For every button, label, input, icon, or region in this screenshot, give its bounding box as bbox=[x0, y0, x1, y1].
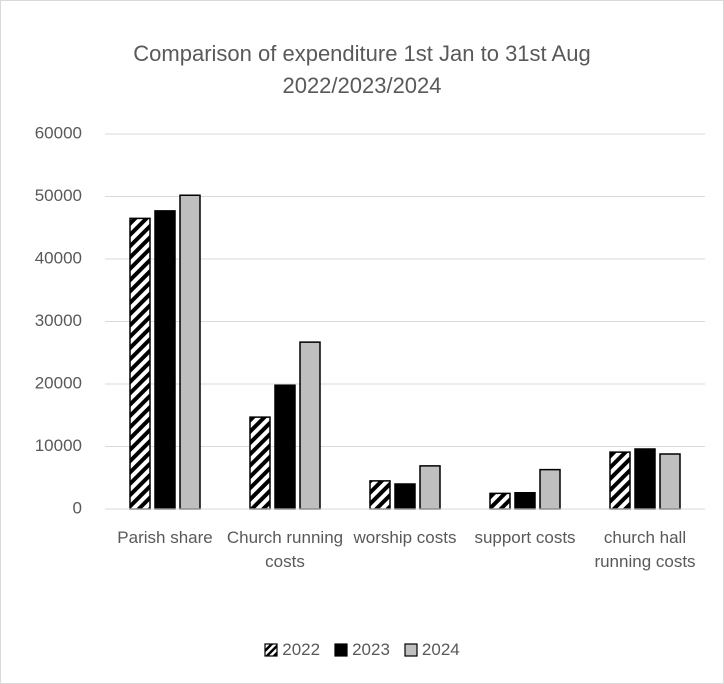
bar bbox=[369, 480, 391, 510]
bar bbox=[394, 483, 416, 510]
bar bbox=[489, 492, 511, 510]
legend: 2022 2023 2024 bbox=[0, 640, 724, 660]
legend-swatch bbox=[404, 643, 418, 657]
y-tick-label: 10000 bbox=[35, 436, 82, 455]
y-tick-label: 60000 bbox=[35, 123, 82, 142]
y-tick-label: 0 bbox=[73, 498, 82, 517]
bar bbox=[154, 210, 176, 510]
bar bbox=[274, 384, 296, 510]
x-tick-label: church hall running costs bbox=[594, 528, 696, 571]
bar bbox=[659, 453, 681, 510]
chart-title: Comparison of expenditure 1st Jan to 31s… bbox=[133, 41, 591, 98]
bar bbox=[609, 451, 631, 510]
legend-item: 2024 bbox=[404, 640, 460, 660]
y-tick-label: 30000 bbox=[35, 311, 82, 330]
bar bbox=[419, 465, 441, 510]
x-tick-label: Parish share bbox=[117, 528, 213, 547]
x-tick-label: Church running costs bbox=[226, 528, 344, 571]
legend-label: 2024 bbox=[421, 640, 460, 659]
y-tick-label: 40000 bbox=[35, 248, 82, 267]
legend-swatch-rect bbox=[404, 643, 418, 657]
bar bbox=[299, 341, 321, 510]
legend-swatch-rect bbox=[334, 643, 348, 657]
bar bbox=[179, 194, 201, 510]
legend-label: 2023 bbox=[352, 640, 390, 659]
legend-item: 2023 bbox=[334, 640, 390, 660]
y-tick-label: 50000 bbox=[35, 186, 82, 205]
x-tick-label: support costs bbox=[474, 528, 576, 547]
legend-item: 2022 bbox=[264, 640, 320, 660]
bar bbox=[634, 448, 656, 510]
x-tick-label: worship costs bbox=[353, 528, 457, 547]
legend-label: 2022 bbox=[282, 640, 321, 659]
legend-swatch bbox=[334, 643, 348, 657]
legend-swatch-rect bbox=[264, 643, 278, 657]
legend-swatch bbox=[264, 643, 278, 657]
y-tick-label: 20000 bbox=[35, 373, 82, 392]
bar bbox=[539, 468, 561, 510]
bar bbox=[514, 492, 536, 510]
bar bbox=[249, 416, 271, 510]
bar bbox=[129, 217, 151, 510]
